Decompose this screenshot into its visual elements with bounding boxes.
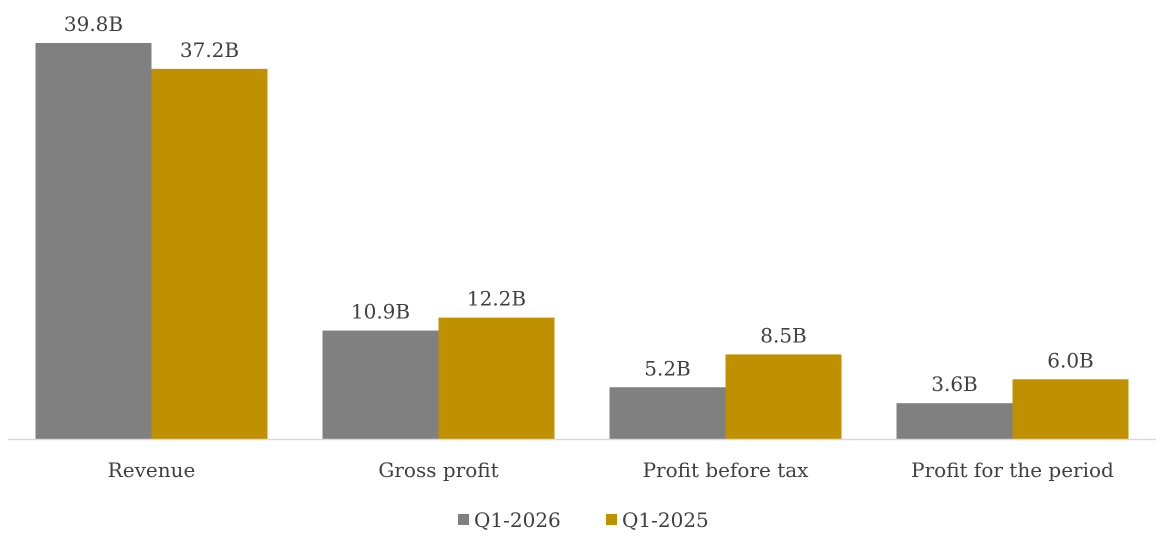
legend-label-q1-2026: Q1-2026 (474, 508, 561, 532)
category-labels-layer: Revenue Gross profit Profit before tax Prof… (108, 458, 1114, 482)
data-label-q1-2025-profit-for-the-period: 6.0B (1047, 348, 1094, 372)
bars-layer (35, 43, 1129, 439)
data-label-q1-2025-profit-before-tax: 8.5B (760, 323, 807, 347)
bar-q1-2026-profit-for-the-period (896, 403, 1013, 439)
bar-q1-2025-revenue (151, 68, 268, 439)
bar-q1-2025-profit-for-the-period (1012, 379, 1129, 439)
bar-q1-2025-gross-profit (438, 317, 555, 439)
data-label-q1-2026-gross-profit: 10.9B (351, 300, 410, 324)
legend: Q1-2026 Q1-2025 (458, 508, 709, 532)
legend-swatch-q1-2026 (458, 514, 469, 525)
bar-q1-2025-profit-before-tax (725, 354, 842, 439)
category-label-profit-before-tax: Profit before tax (643, 458, 810, 482)
legend-label-q1-2025: Q1-2025 (622, 508, 709, 532)
data-label-q1-2026-revenue: 39.8B (64, 12, 123, 36)
bar-q1-2026-revenue (35, 43, 152, 439)
category-label-profit-for-the-period: Profit for the period (911, 458, 1114, 482)
bar-q1-2026-profit-before-tax (609, 387, 726, 439)
data-label-q1-2026-profit-for-the-period: 3.6B (931, 372, 978, 396)
data-label-q1-2025-revenue: 37.2B (180, 38, 239, 62)
category-label-revenue: Revenue (108, 458, 196, 482)
legend-swatch-q1-2025 (606, 514, 617, 525)
bar-q1-2026-gross-profit (322, 330, 439, 439)
category-label-gross-profit: Gross profit (378, 458, 498, 482)
data-labels-layer: 39.8B 37.2B 10.9B 12.2B 5.2B 8.5B 3.6B 6.0B (64, 12, 1094, 396)
data-label-q1-2025-gross-profit: 12.2B (467, 287, 526, 311)
data-label-q1-2026-profit-before-tax: 5.2B (644, 356, 691, 380)
